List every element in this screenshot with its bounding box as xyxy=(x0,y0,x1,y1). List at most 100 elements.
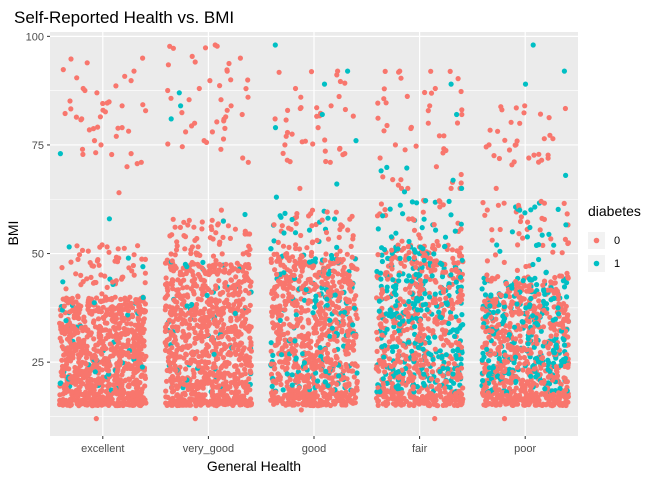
point-diabetes-1 xyxy=(433,227,439,233)
point-diabetes-0 xyxy=(115,125,121,131)
point-diabetes-0 xyxy=(313,330,320,336)
point-diabetes-0 xyxy=(84,276,90,282)
point-diabetes-1 xyxy=(530,261,536,268)
point-diabetes-0 xyxy=(213,329,219,335)
point-diabetes-1 xyxy=(391,324,397,330)
point-diabetes-1 xyxy=(377,389,383,395)
point-diabetes-0 xyxy=(196,391,202,397)
point-diabetes-0 xyxy=(274,271,280,277)
point-diabetes-1 xyxy=(486,371,493,377)
point-diabetes-0 xyxy=(432,300,439,306)
point-diabetes-0 xyxy=(142,256,148,262)
point-diabetes-1 xyxy=(450,371,456,377)
point-diabetes-1 xyxy=(189,301,195,308)
point-diabetes-0 xyxy=(177,381,183,387)
point-diabetes-0 xyxy=(294,260,300,266)
point-diabetes-0 xyxy=(239,350,245,356)
point-diabetes-0 xyxy=(104,284,110,290)
point-diabetes-1 xyxy=(414,384,420,390)
point-diabetes-0 xyxy=(297,105,303,112)
point-diabetes-0 xyxy=(407,284,413,290)
point-diabetes-0 xyxy=(67,98,73,104)
point-diabetes-0 xyxy=(289,254,296,260)
point-diabetes-0 xyxy=(435,242,441,249)
point-diabetes-0 xyxy=(390,336,396,342)
point-diabetes-0 xyxy=(331,308,337,314)
point-diabetes-0 xyxy=(434,377,440,383)
point-diabetes-0 xyxy=(94,90,100,96)
point-diabetes-0 xyxy=(180,285,186,291)
point-diabetes-0 xyxy=(206,308,213,314)
point-diabetes-0 xyxy=(231,399,237,405)
point-diabetes-0 xyxy=(268,361,274,367)
point-diabetes-0 xyxy=(73,114,79,120)
point-diabetes-1 xyxy=(538,328,544,334)
point-diabetes-0 xyxy=(68,259,74,265)
point-diabetes-0 xyxy=(84,334,90,340)
point-diabetes-1 xyxy=(278,214,284,220)
point-diabetes-0 xyxy=(122,73,128,79)
point-diabetes-0 xyxy=(199,219,205,225)
point-diabetes-0 xyxy=(122,297,128,303)
point-diabetes-0 xyxy=(502,359,508,366)
point-diabetes-0 xyxy=(351,347,357,353)
point-diabetes-0 xyxy=(228,103,234,109)
point-diabetes-0 xyxy=(199,358,205,365)
point-diabetes-1 xyxy=(406,298,412,305)
point-diabetes-1 xyxy=(519,319,525,325)
point-diabetes-0 xyxy=(218,312,224,318)
point-diabetes-0 xyxy=(320,273,326,279)
point-diabetes-0 xyxy=(548,236,554,242)
point-diabetes-0 xyxy=(91,138,98,144)
point-diabetes-0 xyxy=(142,280,148,286)
point-diabetes-0 xyxy=(347,316,353,322)
point-diabetes-0 xyxy=(93,362,99,368)
point-diabetes-1 xyxy=(535,372,541,378)
point-diabetes-0 xyxy=(238,380,244,386)
point-diabetes-0 xyxy=(91,346,97,352)
point-diabetes-0 xyxy=(337,248,343,254)
point-diabetes-0 xyxy=(82,318,88,324)
point-diabetes-0 xyxy=(553,364,560,370)
point-diabetes-0 xyxy=(164,337,170,343)
point-diabetes-0 xyxy=(427,256,433,262)
point-diabetes-0 xyxy=(221,269,228,275)
point-diabetes-0 xyxy=(547,132,553,138)
point-diabetes-1 xyxy=(184,303,190,309)
point-diabetes-0 xyxy=(182,246,188,252)
point-diabetes-1 xyxy=(384,326,390,332)
point-diabetes-0 xyxy=(165,141,171,147)
point-diabetes-1 xyxy=(406,273,412,279)
point-diabetes-0 xyxy=(217,83,223,89)
point-diabetes-0 xyxy=(239,313,245,319)
point-diabetes-0 xyxy=(169,232,175,238)
point-diabetes-1 xyxy=(268,340,274,346)
point-diabetes-0 xyxy=(90,263,97,269)
point-diabetes-0 xyxy=(220,289,226,295)
point-diabetes-0 xyxy=(536,298,542,304)
point-diabetes-0 xyxy=(93,342,99,348)
point-diabetes-0 xyxy=(539,354,546,361)
point-diabetes-0 xyxy=(279,345,286,351)
point-diabetes-1 xyxy=(379,258,385,265)
point-diabetes-0 xyxy=(531,366,537,372)
point-diabetes-0 xyxy=(319,385,325,391)
point-diabetes-0 xyxy=(224,107,230,113)
point-diabetes-0 xyxy=(221,300,227,306)
point-diabetes-0 xyxy=(143,400,149,406)
point-diabetes-1 xyxy=(401,189,408,195)
point-diabetes-0 xyxy=(294,301,300,307)
point-diabetes-0 xyxy=(213,230,219,236)
point-diabetes-0 xyxy=(337,295,343,301)
point-diabetes-1 xyxy=(522,210,528,216)
point-diabetes-0 xyxy=(327,365,333,371)
point-diabetes-1 xyxy=(550,317,556,323)
point-diabetes-0 xyxy=(124,395,130,401)
point-diabetes-0 xyxy=(411,352,417,358)
point-diabetes-0 xyxy=(87,383,94,389)
point-diabetes-0 xyxy=(528,287,534,293)
point-diabetes-0 xyxy=(455,367,461,373)
point-diabetes-0 xyxy=(459,111,465,118)
point-diabetes-0 xyxy=(66,297,72,303)
point-diabetes-1 xyxy=(325,215,331,221)
